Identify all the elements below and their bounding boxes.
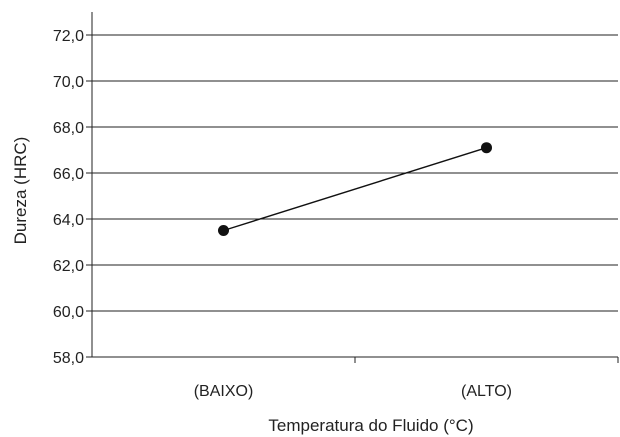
y-tick-label: 64,0 xyxy=(53,212,84,229)
y-axis-title: Dureza (HRC) xyxy=(11,137,30,245)
y-tick-label: 66,0 xyxy=(53,166,84,183)
y-tick-label: 60,0 xyxy=(53,304,84,321)
series-line xyxy=(223,147,487,232)
gridlines xyxy=(92,34,618,312)
y-tick-label: 70,0 xyxy=(53,74,84,91)
axes xyxy=(91,12,618,358)
x-tick-label: (ALTO) xyxy=(461,383,512,400)
y-tick-labels: 58,0 60,0 62,0 64,0 66,0 68,0 70,0 72,0 xyxy=(53,28,92,367)
data-point xyxy=(481,142,492,154)
series-group xyxy=(218,142,492,236)
y-tick-label: 62,0 xyxy=(53,258,84,275)
y-tick-label: 72,0 xyxy=(53,28,84,45)
y-tick-label: 58,0 xyxy=(53,350,84,367)
y-tick-label: 68,0 xyxy=(53,120,84,137)
x-tick-labels: (BAIXO) (ALTO) xyxy=(194,357,619,400)
data-point xyxy=(218,225,229,236)
x-axis-title: Temperatura do Fluido (°C) xyxy=(268,416,473,435)
x-tick-label: (BAIXO) xyxy=(194,383,254,400)
